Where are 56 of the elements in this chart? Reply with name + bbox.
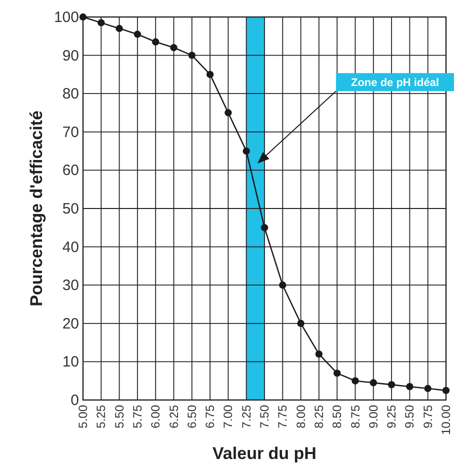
point	[334, 370, 341, 377]
x-tick-label: 6.25	[166, 404, 181, 428]
point	[370, 379, 377, 386]
point	[116, 24, 123, 32]
x-tick-label: 9.25	[384, 404, 399, 428]
y-tick-label: 80	[62, 86, 79, 103]
x-tick-label: 7.25	[239, 404, 254, 428]
y-axis-title: Pourcentage d'efficacité	[27, 110, 46, 306]
annotation: Zone de pH idéal	[350, 77, 440, 90]
x-axis-title: Valeur du pH	[212, 444, 316, 463]
point	[170, 44, 178, 52]
point	[206, 70, 214, 78]
x-tick-label: 9.75	[420, 404, 435, 428]
point	[352, 377, 359, 384]
point	[152, 38, 160, 46]
point	[188, 52, 196, 59]
x-tick-label: 8.00	[294, 404, 308, 428]
point	[279, 282, 286, 289]
point	[242, 147, 250, 155]
x-tick-label: 6.75	[203, 404, 218, 428]
point	[315, 350, 323, 358]
y-tick-label: 70	[62, 124, 79, 141]
x-tick-label: 6.50	[184, 404, 199, 428]
x-tick-label: 5.00	[76, 404, 90, 428]
point	[260, 224, 268, 232]
x-tick-label: 6.00	[148, 404, 163, 428]
point	[424, 384, 432, 392]
x-tick-label: 7.50	[258, 404, 272, 428]
point	[297, 320, 304, 327]
x-tick-label: 8.50	[330, 404, 344, 428]
y-tick-label: 40	[62, 238, 79, 256]
y-tick-label: 90	[62, 47, 79, 64]
x-tick-label: 7.75	[276, 404, 290, 428]
x-tick-label: 5.75	[130, 404, 144, 428]
x-tick-label: 8.75	[348, 404, 362, 428]
y-tick-label: 30	[62, 277, 79, 294]
y-tick-label: 20	[62, 315, 79, 332]
y-tick-label: 0	[70, 392, 79, 409]
point	[98, 19, 105, 26]
point	[388, 381, 396, 388]
y-tick-label: 50	[62, 200, 79, 218]
x-tick-label: 5.25	[94, 404, 108, 428]
point	[224, 109, 232, 116]
point	[79, 13, 87, 21]
point	[134, 30, 142, 38]
x-tick-label: 10.00	[439, 404, 453, 436]
point	[442, 386, 450, 394]
y-tick-label: 60	[62, 162, 79, 180]
x-tick-label: 7.00	[221, 404, 236, 428]
y-tick-label: 10	[62, 354, 79, 371]
x-tick-label: 5.50	[112, 404, 126, 428]
x-tick-label: 9.00	[366, 404, 380, 428]
y-tick-label: 100	[54, 9, 79, 26]
x-tick-label: 8.25	[312, 404, 326, 428]
point	[406, 382, 414, 390]
x-tick-label: 9.50	[402, 404, 417, 428]
